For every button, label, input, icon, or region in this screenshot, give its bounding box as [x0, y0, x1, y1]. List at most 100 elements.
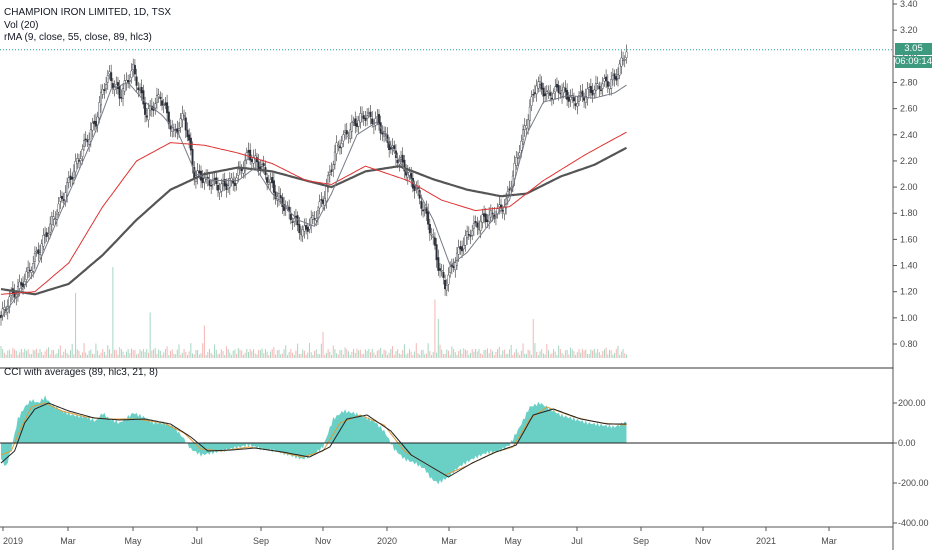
candle-body: [557, 85, 560, 93]
volume-bar: [393, 354, 395, 358]
volume-bar: [480, 353, 482, 358]
price-tick-label: 2.60: [900, 104, 918, 114]
time-tick-label: Mar: [821, 536, 837, 546]
volume-bar: [580, 352, 582, 358]
volume-bar: [278, 349, 280, 358]
candle-body: [364, 117, 367, 121]
volume-bar: [625, 354, 627, 358]
candle-body: [510, 186, 513, 189]
volume-bar: [429, 351, 431, 358]
candle-body: [622, 58, 625, 61]
volume-bar: [509, 349, 510, 358]
volume-bar: [197, 350, 199, 358]
candle-body: [216, 185, 219, 191]
volume-bar: [622, 349, 624, 358]
volume-bar: [192, 353, 194, 358]
volume-bar: [83, 343, 85, 358]
volume-bar: [178, 344, 180, 358]
candle-body: [483, 213, 486, 217]
volume-bar: [576, 352, 578, 358]
volume-bar: [244, 352, 246, 358]
volume-bar: [570, 347, 572, 358]
volume-bar: [308, 343, 310, 358]
volume-bar: [522, 343, 524, 358]
candle-body: [528, 106, 531, 121]
candle-body: [98, 102, 101, 119]
candle-body: [116, 82, 119, 90]
candle-body: [337, 144, 340, 147]
volume-bar: [344, 347, 346, 358]
volume-bar: [534, 343, 536, 358]
candle-body: [476, 222, 479, 228]
candle-body: [161, 100, 164, 106]
volume-bar: [3, 352, 5, 358]
candle-body: [35, 250, 38, 253]
candle-body: [293, 218, 296, 222]
volume-bar: [436, 352, 438, 358]
candle-body: [603, 78, 606, 82]
volume-bar: [64, 349, 66, 358]
candle-body: [222, 181, 225, 184]
volume-bar: [458, 351, 460, 358]
candle-body: [403, 159, 406, 172]
volume-bar: [247, 352, 249, 358]
volume-bar: [397, 349, 399, 358]
volume-bar: [131, 348, 133, 358]
candle-body: [537, 81, 540, 89]
volume-bar: [419, 354, 421, 358]
volume-bar: [481, 354, 483, 358]
candle-body: [310, 217, 313, 226]
volume-bar: [603, 349, 605, 358]
volume-bar: [549, 354, 551, 358]
volume-bar: [10, 354, 12, 358]
candle-body: [618, 63, 621, 76]
candle-body: [225, 183, 228, 191]
candle-body: [249, 149, 252, 161]
candle-body: [228, 178, 231, 188]
candle-body: [584, 96, 587, 103]
volume-bar: [171, 349, 173, 358]
volume-bar: [76, 349, 78, 358]
volume-bar: [558, 345, 560, 358]
volume-bar: [44, 351, 46, 358]
candle-body: [101, 89, 104, 95]
volume-bar: [208, 349, 210, 358]
candle-body: [74, 160, 77, 173]
volume-bar: [388, 352, 390, 358]
candle-body: [591, 89, 594, 96]
candle-body: [550, 97, 553, 100]
volume-bar: [229, 352, 231, 358]
candle-body: [533, 92, 536, 94]
candle-body: [313, 218, 316, 220]
candle-body: [325, 185, 328, 202]
candle-body: [335, 142, 338, 154]
candle-body: [457, 247, 460, 255]
volume-bar: [370, 352, 372, 358]
volume-bar: [271, 349, 273, 358]
volume-bar: [214, 344, 216, 358]
candle-body: [428, 223, 431, 234]
time-tick-label: Jul: [571, 536, 583, 546]
volume-bar: [120, 349, 122, 358]
volume-bar: [454, 352, 456, 358]
volume-bar: [346, 349, 348, 358]
candle-body: [250, 159, 253, 162]
volume-bar: [154, 348, 156, 358]
volume-bar: [575, 354, 577, 358]
volume-bar: [161, 354, 163, 358]
candle-body: [122, 88, 125, 99]
volume-bar: [486, 348, 488, 358]
volume-bar: [25, 350, 27, 358]
volume-bar: [566, 349, 568, 358]
volume-bar: [339, 350, 341, 358]
volume-bar: [37, 352, 39, 358]
volume-bar: [102, 349, 104, 358]
volume-bar: [322, 332, 324, 358]
volume-bar: [359, 349, 361, 358]
candle-body: [22, 283, 25, 288]
cci-tick-label: -200.00: [898, 478, 929, 488]
volume-bar: [290, 349, 292, 358]
candle-body: [589, 85, 592, 93]
volume-bar: [242, 354, 244, 358]
